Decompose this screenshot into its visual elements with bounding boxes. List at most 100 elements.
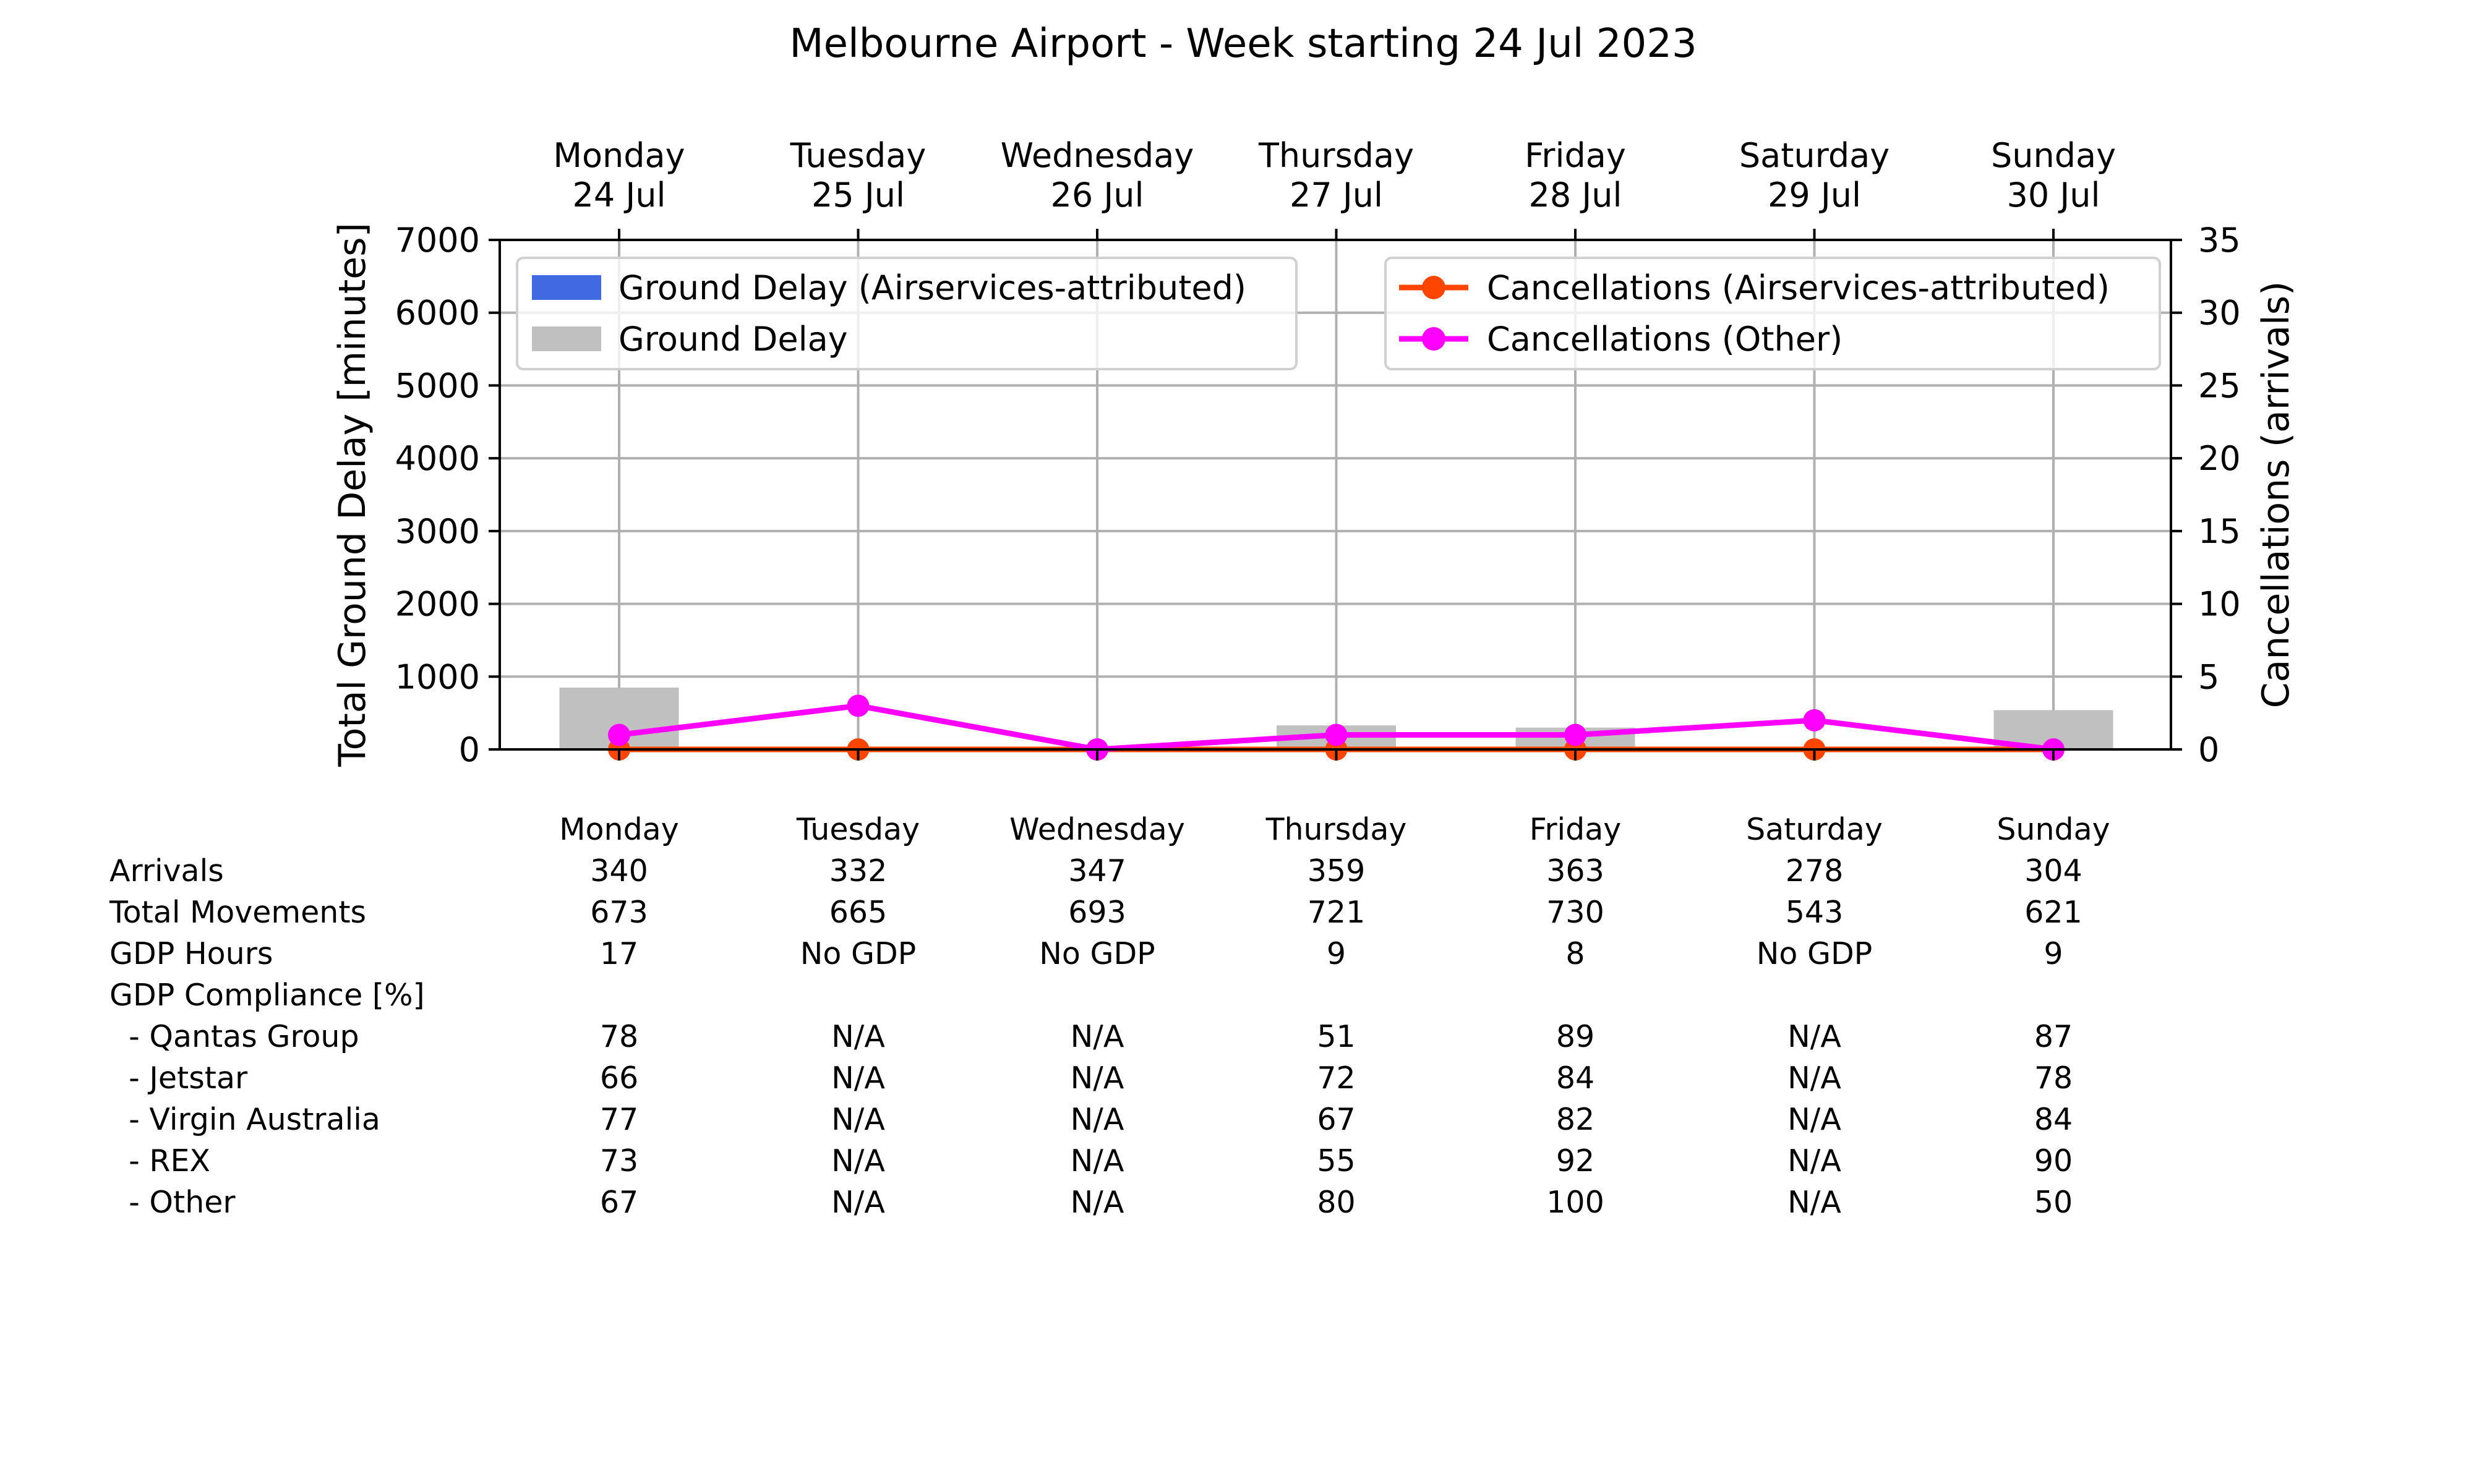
table-header-cell: Thursday (1265, 812, 1407, 847)
legends: Ground Delay (Airservices-attributed) Gro… (516, 257, 2161, 370)
table-cell: 87 (2034, 1019, 2073, 1054)
table-row: - Other 67 N/A N/A 80 100 N/A 50 (0, 1182, 2474, 1223)
table-cell: N/A (831, 1060, 885, 1096)
right-tick-label-3: 15 (2198, 512, 2241, 551)
left-tick-label-5: 5000 (395, 366, 480, 405)
legend-ground-delay-swatch-1 (532, 326, 601, 351)
table-row: Total Movements 673 665 693 721 730 543 621 (0, 892, 2474, 933)
table-cell: N/A (831, 1019, 885, 1054)
right-tick-label-6: 30 (2198, 294, 2241, 333)
table-header-cell: Monday (559, 812, 679, 847)
table-cell: 17 (599, 936, 639, 971)
table-row-label: Arrivals (109, 853, 224, 889)
table-cell: 359 (1307, 853, 1366, 889)
table-cell: 363 (1546, 853, 1604, 889)
legend-cancellations-box (1384, 257, 2161, 370)
x-label-day-1: Tuesday (790, 136, 927, 175)
right-tick-label-5: 25 (2198, 366, 2241, 405)
table-cell: 721 (1307, 895, 1366, 930)
table-cell: 693 (1068, 895, 1126, 930)
legend-cancellations-marker-0 (1422, 276, 1445, 299)
right-tick-label-0: 0 (2198, 730, 2219, 769)
left-tick-label-1: 1000 (395, 657, 480, 696)
x-label-date-0: 24 Jul (572, 176, 666, 215)
right-tick-label-1: 5 (2198, 657, 2219, 696)
table-cell: 67 (599, 1185, 639, 1220)
x-label-day-2: Wednesday (1001, 136, 1194, 175)
x-label-day-3: Thursday (1258, 136, 1414, 175)
table-cell: 673 (590, 895, 648, 930)
table-cell: 84 (2034, 1102, 2073, 1137)
table-cell: 665 (829, 895, 888, 930)
left-tick-label-2: 2000 (395, 585, 480, 624)
x-label-date-2: 26 Jul (1050, 176, 1144, 215)
x-label-date-6: 30 Jul (2006, 176, 2100, 215)
left-tick-label-7: 7000 (395, 221, 480, 260)
table-cell: N/A (1070, 1060, 1124, 1096)
table-header-cell: Saturday (1746, 812, 1883, 847)
table-cell: 89 (1556, 1019, 1595, 1054)
table-cell: 84 (1556, 1060, 1595, 1096)
table-cell: N/A (1070, 1019, 1124, 1054)
table-cell: 340 (590, 853, 648, 889)
x-label-date-3: 27 Jul (1290, 176, 1383, 215)
table-cell: 66 (599, 1060, 639, 1096)
legend-ground-delay-label-1: Ground Delay (618, 320, 848, 359)
table-row: GDP Compliance [%] (0, 974, 2474, 1016)
table-cell: 82 (1556, 1102, 1595, 1137)
table-cell: 8 (1565, 936, 1585, 971)
table-cell: 55 (1317, 1143, 1356, 1179)
left-tick-label-3: 3000 (395, 512, 480, 551)
table-cell: 78 (599, 1019, 639, 1054)
table-cell: 77 (599, 1102, 639, 1137)
legend-ground-delay-box (516, 257, 1298, 370)
table-cell: 9 (2044, 936, 2063, 971)
table-row-label: - Qantas Group (109, 1019, 359, 1054)
table-row: Arrivals 340 332 347 359 363 278 304 (0, 850, 2474, 892)
x-label-day-0: Monday (553, 136, 685, 175)
right-tick-label-7: 35 (2198, 221, 2241, 260)
table-cell: 730 (1546, 895, 1604, 930)
table-cell: 51 (1317, 1019, 1356, 1054)
table-row-label: - Jetstar (109, 1060, 248, 1096)
y-axis-label-left: Total Ground Delay [minutes] (331, 223, 374, 767)
left-tick-label-6: 6000 (395, 294, 480, 333)
table-cell: 332 (829, 853, 888, 889)
axes: 0 1000 2000 3000 4000 5000 6000 7000 0 5 10 15 20 25 3… (331, 136, 2298, 769)
table-cell: N/A (1787, 1102, 1841, 1137)
table-cell: 73 (599, 1143, 639, 1179)
table-cell: N/A (1787, 1019, 1841, 1054)
point-cancellations-other-3 (1325, 723, 1348, 746)
table-row-label: - Virgin Australia (109, 1102, 380, 1137)
point-cancellations-other-0 (608, 723, 630, 746)
table-row-label: GDP Hours (109, 936, 273, 971)
table-cell: 304 (2024, 853, 2082, 889)
point-cancellations-other-5 (1803, 709, 1826, 731)
table-header-cell: Sunday (1997, 812, 2110, 847)
table-cell: 80 (1317, 1185, 1356, 1220)
table-cell: No GDP (800, 936, 917, 971)
table-cell: N/A (1787, 1060, 1841, 1096)
table-cell: N/A (831, 1143, 885, 1179)
legend-cancellations-label-1: Cancellations (Other) (1487, 320, 1843, 359)
table-row: - Virgin Australia 77 N/A N/A 67 82 N/A 84 (0, 1099, 2474, 1140)
legend-ground-delay-label-0: Ground Delay (Airservices-attributed) (618, 268, 1246, 307)
table-header-cell: Wednesday (1009, 812, 1185, 847)
x-label-day-6: Sunday (1991, 136, 2116, 175)
table-cell: 621 (2024, 895, 2082, 930)
left-tick-label-0: 0 (459, 730, 480, 769)
table-row-label: - REX (109, 1143, 210, 1179)
table-cell: N/A (831, 1185, 885, 1220)
table-cell: N/A (1070, 1102, 1124, 1137)
table-cell: 92 (1556, 1143, 1595, 1179)
table-cell: 67 (1317, 1102, 1356, 1137)
point-cancellations-other-4 (1564, 723, 1586, 746)
left-tick-label-4: 4000 (395, 439, 480, 478)
table-row-label: GDP Compliance [%] (109, 978, 425, 1013)
legend-cancellations-marker-1 (1422, 327, 1445, 351)
table-cell: N/A (1070, 1143, 1124, 1179)
table-cell: 50 (2034, 1185, 2073, 1220)
x-label-date-4: 28 Jul (1528, 176, 1622, 215)
table-header-cell: Friday (1529, 812, 1622, 847)
